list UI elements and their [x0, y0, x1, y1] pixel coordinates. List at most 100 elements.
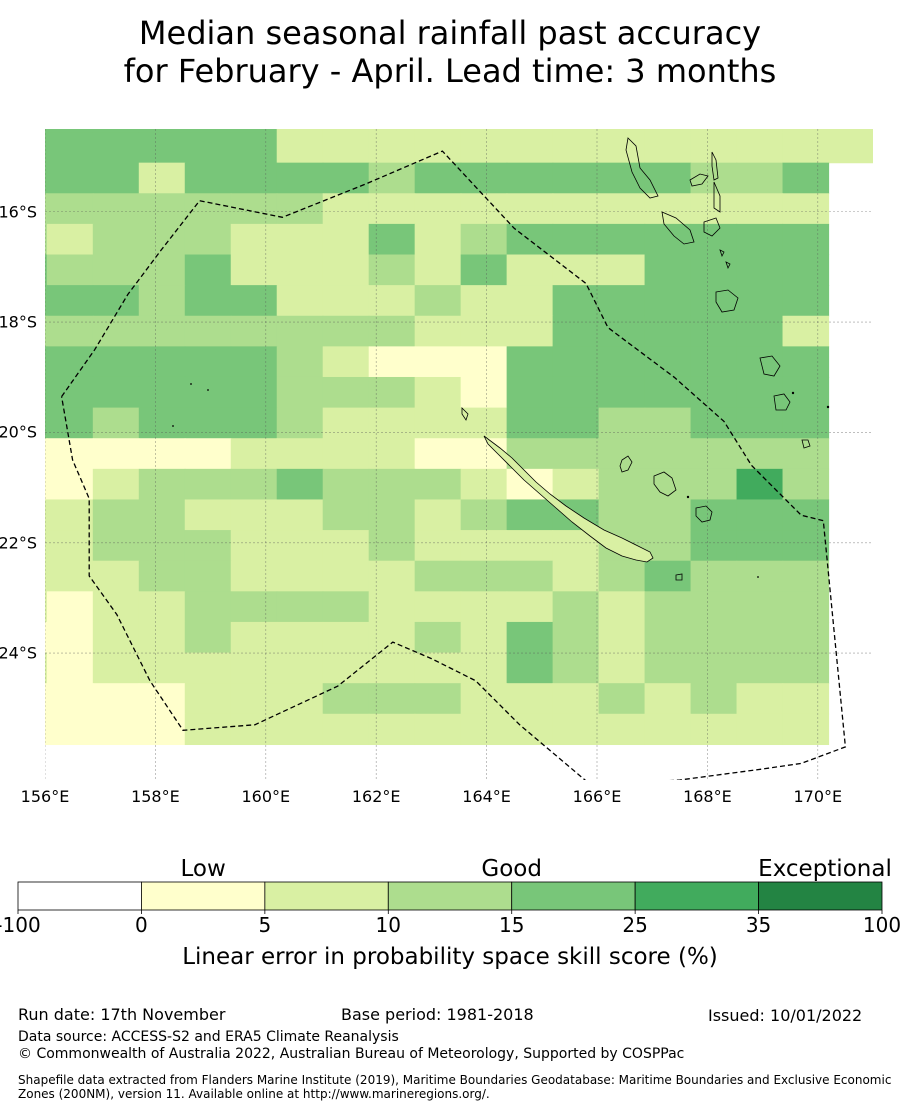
- skill-cell: [322, 315, 370, 347]
- skill-cell: [368, 499, 416, 531]
- skill-cell: [138, 591, 186, 623]
- skill-cell: [276, 652, 324, 684]
- skill-cell: [598, 499, 646, 531]
- skill-cell: [644, 499, 692, 531]
- skill-cell: [92, 407, 140, 439]
- skill-cell: [460, 132, 508, 164]
- skill-cell: [782, 560, 830, 592]
- skill-cell: [184, 652, 232, 684]
- skill-cell: [138, 132, 186, 164]
- skill-cell: [230, 468, 278, 501]
- skill-cell: [644, 254, 692, 286]
- skill-cell: [368, 285, 416, 317]
- skill-cell: [368, 438, 416, 470]
- skill-cell: [368, 193, 416, 225]
- longitude-tick-label: 160°E: [241, 787, 291, 806]
- skill-cell: [598, 468, 646, 501]
- skill-cell: [230, 129, 278, 133]
- skill-cell: [92, 560, 140, 592]
- skill-cell: [598, 132, 646, 164]
- skill-cell: [690, 530, 738, 562]
- skill-cell: [46, 376, 94, 409]
- skill-cell: [45, 376, 48, 409]
- colorbar-bin: [634, 881, 759, 911]
- skill-cell: [414, 346, 462, 378]
- skill-cell: [644, 621, 692, 654]
- skill-cell: [460, 223, 508, 256]
- base-period: Base period: 1981-2018: [341, 1005, 534, 1024]
- skill-cell: [230, 407, 278, 439]
- skill-cell: [92, 254, 140, 286]
- skill-cell: [46, 652, 94, 684]
- title-line-1: Median seasonal rainfall past accuracy: [138, 14, 762, 52]
- skill-cell: [552, 468, 600, 501]
- skill-cell: [598, 254, 646, 286]
- colorbar-tick-label: 0: [135, 913, 148, 937]
- skill-cell: [460, 468, 508, 501]
- skill-cell: [782, 193, 830, 225]
- skill-cell: [276, 129, 324, 133]
- skill-cell: [690, 652, 738, 684]
- skill-cell: [506, 132, 554, 164]
- skill-cell: [782, 530, 830, 562]
- skill-cell: [460, 560, 508, 592]
- skill-cell: [414, 132, 462, 164]
- skill-cell: [184, 376, 232, 409]
- skill-cell: [230, 560, 278, 592]
- skill-cell: [138, 438, 186, 470]
- skill-cell: [414, 468, 462, 501]
- colorbar-bin: [264, 881, 389, 911]
- skill-cell: [45, 162, 48, 194]
- skill-cell: [644, 683, 692, 715]
- skill-cell: [690, 560, 738, 592]
- skill-cell: [230, 162, 278, 194]
- skill-cell: [46, 129, 94, 133]
- skill-cell: [184, 132, 232, 164]
- skill-cell: [45, 468, 48, 501]
- skill-cell: [322, 713, 370, 746]
- skill-cell: [552, 591, 600, 623]
- skill-cell: [598, 129, 646, 133]
- skill-cell: [690, 683, 738, 715]
- skill-cell: [46, 560, 94, 592]
- graticule: [45, 129, 873, 780]
- skill-cell: [230, 713, 278, 746]
- skill-cell: [552, 162, 600, 194]
- skill-cell: [414, 315, 462, 347]
- skill-cell: [644, 162, 692, 194]
- skill-cell: [276, 560, 324, 592]
- skill-cell: [414, 438, 462, 470]
- skill-cell: [690, 315, 738, 347]
- isle-of-pines: [675, 573, 683, 581]
- skill-cell: [184, 407, 232, 439]
- skill-cell: [322, 468, 370, 501]
- skill-cell: [414, 407, 462, 439]
- skill-cell: [368, 468, 416, 501]
- skill-cell: [690, 129, 738, 133]
- islet-10: [686, 495, 690, 499]
- skill-cell: [184, 223, 232, 256]
- skill-cell: [506, 530, 554, 562]
- skill-cell: [690, 285, 738, 317]
- skill-cell: [736, 407, 784, 439]
- skill-cell: [736, 254, 784, 286]
- skill-cell: [184, 254, 232, 286]
- skill-cell: [460, 499, 508, 531]
- loyalty-island-mare: [695, 505, 713, 523]
- skill-cell: [782, 223, 830, 256]
- skill-cell: [690, 499, 738, 531]
- skill-cell: [828, 129, 873, 133]
- skill-cell: [506, 162, 554, 194]
- skill-cell: [92, 162, 140, 194]
- skill-cell: [45, 223, 48, 256]
- skill-cell: [506, 346, 554, 378]
- skill-cell: [736, 223, 784, 256]
- skill-cell: [230, 683, 278, 715]
- skill-cell: [736, 315, 784, 347]
- vanuatu-northern-islands: [711, 151, 719, 181]
- vanuatu-maewo: [713, 181, 721, 213]
- colorbar: [17, 881, 883, 914]
- skill-cell: [644, 129, 692, 133]
- skill-cell: [138, 499, 186, 531]
- skill-cell: [414, 193, 462, 225]
